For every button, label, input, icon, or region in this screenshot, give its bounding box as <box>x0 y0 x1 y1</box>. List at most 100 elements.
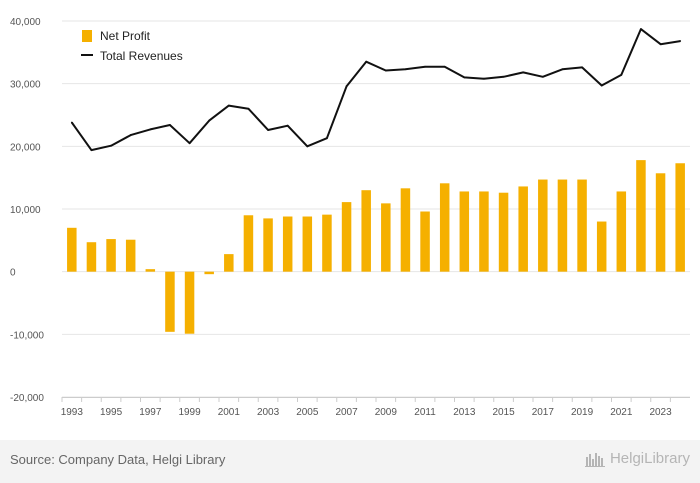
point-total-revenues <box>443 65 446 68</box>
x-tick-label: 2007 <box>335 407 358 418</box>
point-total-revenues <box>227 104 230 107</box>
bar-net-profit <box>439 183 450 272</box>
bar-net-profit <box>302 216 313 272</box>
y-tick-label: -20,000 <box>10 393 44 404</box>
point-total-revenues <box>110 144 112 147</box>
y-tick-label: 0 <box>10 268 16 279</box>
bar-net-profit <box>459 191 470 272</box>
x-axis: 1993 1995 1997 1999 2001 2003 2005 2007 2009 2011… <box>61 397 690 418</box>
y-tick-label: 30,000 <box>10 80 41 91</box>
bar-net-profit <box>655 173 666 272</box>
footer: Source: Company Data, Helgi Library Helg… <box>0 440 700 483</box>
y-tick-label: -10,000 <box>10 330 44 341</box>
bar-net-profit <box>538 179 548 272</box>
chart-canvas: 40,00030,00020,00010,0000-10,000-20,000 … <box>10 17 690 418</box>
point-total-revenues <box>365 60 368 63</box>
bar-net-profit <box>145 269 156 272</box>
point-total-revenues <box>129 134 132 136</box>
legend-swatch-net-profit <box>82 30 92 42</box>
bar-net-profit <box>341 202 352 272</box>
y-tick-label: 10,000 <box>10 205 41 216</box>
bar-net-profit <box>557 179 568 272</box>
bar-net-profit <box>616 191 627 272</box>
library-icon <box>584 452 605 467</box>
x-tick-label: 2005 <box>296 407 319 418</box>
point-total-revenues <box>561 68 564 71</box>
bar-net-profit <box>400 188 411 272</box>
line-total-revenues <box>70 28 681 152</box>
point-total-revenues <box>286 124 289 127</box>
point-total-revenues <box>541 75 544 78</box>
bar-net-profit <box>675 163 685 272</box>
bar-net-profit <box>636 160 646 272</box>
x-tick-label: 2001 <box>218 407 241 418</box>
bar-net-profit <box>184 271 195 334</box>
x-tick-label: 2003 <box>257 407 280 418</box>
bar-net-profit <box>420 211 430 272</box>
point-total-revenues <box>424 65 426 68</box>
bar-net-profit <box>165 271 175 332</box>
bar-net-profit <box>125 239 136 272</box>
bar-net-profit <box>86 242 97 272</box>
x-tick-label: 2021 <box>610 407 633 418</box>
x-tick-label: 1993 <box>61 407 84 418</box>
point-total-revenues <box>483 77 485 80</box>
point-total-revenues <box>149 128 152 131</box>
net-profit-bars <box>67 160 685 334</box>
bar-net-profit <box>67 227 77 272</box>
bar-net-profit <box>498 192 509 272</box>
point-total-revenues <box>208 119 211 122</box>
x-tick-label: 2015 <box>492 407 515 418</box>
brand-logo: HelgiLibrary <box>584 450 690 467</box>
x-tick-label: 2009 <box>375 407 398 418</box>
bar-net-profit <box>577 179 587 272</box>
bar-net-profit <box>224 254 234 272</box>
x-tick-label: 2013 <box>453 407 476 418</box>
x-tick-label: 1995 <box>100 407 123 418</box>
point-total-revenues <box>384 69 387 72</box>
point-total-revenues <box>247 107 250 110</box>
bar-net-profit <box>282 216 293 272</box>
bar-net-profit <box>322 214 332 272</box>
y-axis-labels: 40,000 30,000 20,000 10,000 0 -10,000 -20,000 <box>10 17 44 404</box>
x-tick-label: 1999 <box>178 407 201 418</box>
point-total-revenues <box>581 66 583 69</box>
bar-net-profit <box>263 218 273 272</box>
point-total-revenues <box>326 137 328 140</box>
bar-net-profit <box>204 271 214 275</box>
point-total-revenues <box>522 71 525 74</box>
legend: Net Profit Total Revenues <box>81 29 183 63</box>
point-total-revenues <box>345 85 348 88</box>
point-total-revenues <box>620 73 623 76</box>
point-total-revenues <box>679 40 682 42</box>
x-tick-label: 2023 <box>649 407 672 418</box>
point-total-revenues <box>463 76 466 79</box>
bar-net-profit <box>518 186 528 272</box>
bar-net-profit <box>243 215 254 272</box>
point-total-revenues <box>267 129 269 131</box>
bar-net-profit <box>479 191 489 272</box>
total-revenues-line-group <box>70 28 682 152</box>
point-total-revenues <box>404 68 407 71</box>
x-tick-label: 1997 <box>139 407 162 418</box>
point-total-revenues <box>600 84 603 87</box>
x-tick-label: 2011 <box>414 407 436 418</box>
y-tick-label: 20,000 <box>10 142 41 153</box>
point-total-revenues <box>306 145 309 148</box>
legend-label-total-revenues: Total Revenues <box>100 49 183 63</box>
legend-label-net-profit: Net Profit <box>100 29 151 43</box>
point-total-revenues <box>169 124 171 126</box>
grid-lines <box>62 20 690 398</box>
point-total-revenues <box>640 28 642 31</box>
bar-net-profit <box>106 239 116 272</box>
point-total-revenues <box>502 75 505 78</box>
point-total-revenues <box>188 142 191 145</box>
point-total-revenues <box>70 121 73 124</box>
x-tick-label: 2017 <box>532 407 555 418</box>
point-total-revenues <box>659 43 662 46</box>
x-tick-label: 2019 <box>571 407 594 418</box>
source-note: Source: Company Data, Helgi Library <box>10 452 226 467</box>
brand-name: HelgiLibrary <box>609 450 690 467</box>
y-tick-label: 40,000 <box>10 17 41 28</box>
